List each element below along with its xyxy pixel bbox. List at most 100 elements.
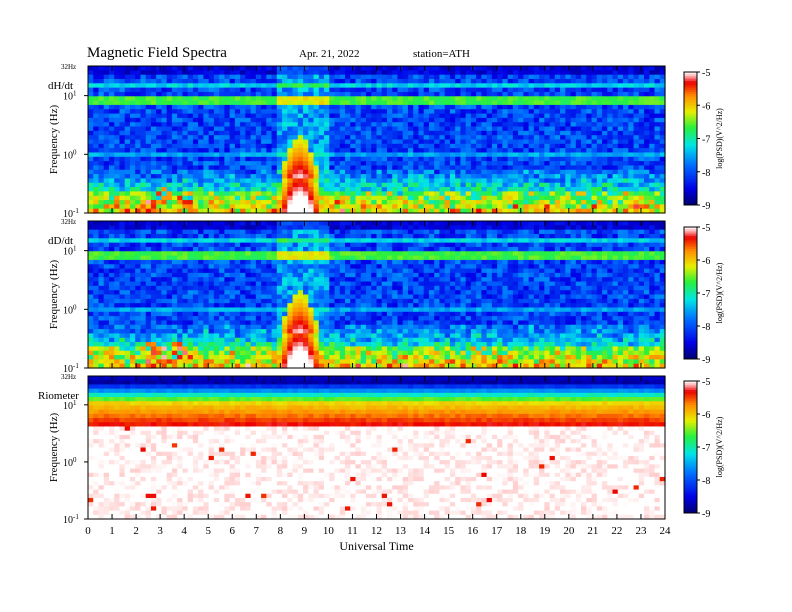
spectrogram-cell <box>386 117 393 123</box>
spectrogram-cell <box>234 91 241 97</box>
spectrogram-cell <box>229 156 236 162</box>
spectrogram-cell <box>208 143 215 149</box>
spectrogram-cell <box>392 70 399 76</box>
spectrogram-cell <box>150 255 157 261</box>
spectrogram-cell <box>465 66 472 71</box>
spectrogram-cell <box>339 161 346 167</box>
spectrogram-cell <box>187 363 194 369</box>
spectrogram-cell <box>166 148 173 154</box>
spectrogram-cell <box>224 100 231 106</box>
spectrogram-cell <box>224 233 231 239</box>
spectrogram-cell <box>219 126 225 132</box>
spectrogram-cell <box>182 251 189 257</box>
spectrogram-cell <box>124 255 131 261</box>
spectrogram-cell <box>428 126 435 132</box>
spectrogram-cell <box>507 91 514 97</box>
spectrogram-cell <box>245 298 252 304</box>
spectrogram-cell <box>135 87 142 93</box>
spectrogram-cell <box>617 187 624 192</box>
spectrogram-cell <box>602 130 608 136</box>
spectrogram-cell <box>491 104 498 110</box>
spectrogram-cell <box>602 208 608 214</box>
spectrogram-cell <box>565 182 572 188</box>
spectrogram-cell <box>208 337 215 343</box>
spectrogram-cell <box>507 66 514 71</box>
spectrogram-cell <box>565 70 572 76</box>
spectrogram-cell <box>455 139 462 145</box>
spectrogram-cell <box>103 277 110 283</box>
spectrogram-cell <box>617 152 624 158</box>
spectrogram-cell <box>581 187 587 192</box>
spectrogram-cell <box>491 165 498 171</box>
spectrogram-cell <box>649 148 656 154</box>
spectrogram-cell <box>140 264 147 270</box>
spectrogram-cell <box>560 161 566 167</box>
spectrogram-cell <box>98 298 105 304</box>
spectrogram-cell <box>229 337 236 343</box>
spectrogram-cell <box>208 191 215 197</box>
spectrogram-cell <box>150 135 157 141</box>
spectrogram-cell <box>581 143 587 149</box>
spectrogram-cell <box>554 200 561 205</box>
spectrogram-cell <box>570 161 577 167</box>
spectrogram-cell <box>560 113 566 119</box>
spectrogram-cell <box>654 187 661 192</box>
spectrogram-cell <box>166 200 173 205</box>
spectrogram-cell <box>103 70 110 76</box>
spectrogram-cell <box>449 208 456 214</box>
spectrogram-cell <box>413 208 420 214</box>
spectrogram-cell <box>355 165 362 171</box>
spectrogram-cell <box>428 122 435 128</box>
spectrogram-cell <box>98 342 105 347</box>
spectrogram-cell <box>177 255 184 261</box>
spectrogram-cell <box>124 285 131 291</box>
spectrogram-cell <box>386 96 393 102</box>
spectrogram-cell <box>334 143 341 149</box>
spectrogram-cell <box>607 91 614 97</box>
spectrogram-cell <box>229 246 236 252</box>
spectrogram-cell <box>318 191 325 197</box>
spectrogram-cell <box>250 187 257 192</box>
spectrogram-cell <box>276 117 283 123</box>
spectrogram-cell <box>240 311 246 317</box>
spectrogram-cell <box>108 117 115 123</box>
spectrogram-cell <box>250 152 257 158</box>
spectrogram-cell <box>560 130 566 136</box>
spectrogram-cell <box>224 109 231 115</box>
spectrogram-cell <box>523 74 530 80</box>
spectrogram-cell <box>518 191 524 197</box>
spectrogram-cell <box>628 143 635 149</box>
spectrogram-cell <box>439 187 446 192</box>
spectrogram-cell <box>203 204 210 210</box>
spectrogram-cell <box>187 130 194 136</box>
spectrogram-cell <box>140 91 147 97</box>
spectrogram-cell <box>617 139 624 145</box>
spectrogram-cell <box>544 208 551 214</box>
spectrogram-cell <box>449 91 456 97</box>
spectrogram-cell <box>544 187 551 192</box>
spectrogram-cell <box>240 74 246 80</box>
spectrogram-cell <box>591 143 598 149</box>
spectrogram-cell <box>203 251 210 257</box>
spectrogram-cell <box>444 83 451 89</box>
spectrogram-cell <box>644 169 650 175</box>
spectrogram-cell <box>313 91 320 97</box>
spectrogram-cell <box>88 200 94 205</box>
spectrogram-cell <box>418 187 425 192</box>
spectrogram-cell <box>386 195 393 201</box>
spectrogram-cell <box>324 182 330 188</box>
spectrogram-cell <box>617 104 624 110</box>
spectrogram-cell <box>303 169 309 175</box>
spectrogram-cell <box>570 208 577 214</box>
spectrogram-cell <box>376 87 383 93</box>
spectrogram-cell <box>407 139 414 145</box>
spectrogram-cell <box>255 264 262 270</box>
spectrogram-cell <box>423 117 430 123</box>
spectrogram-cell <box>161 242 168 248</box>
spectrogram-cell <box>607 113 614 119</box>
spectrogram-cell <box>292 182 299 188</box>
spectrogram-cell <box>234 329 241 335</box>
spectrogram-cell <box>554 148 561 154</box>
spectrogram-cell <box>481 178 488 184</box>
spectrogram-cell <box>575 104 582 110</box>
